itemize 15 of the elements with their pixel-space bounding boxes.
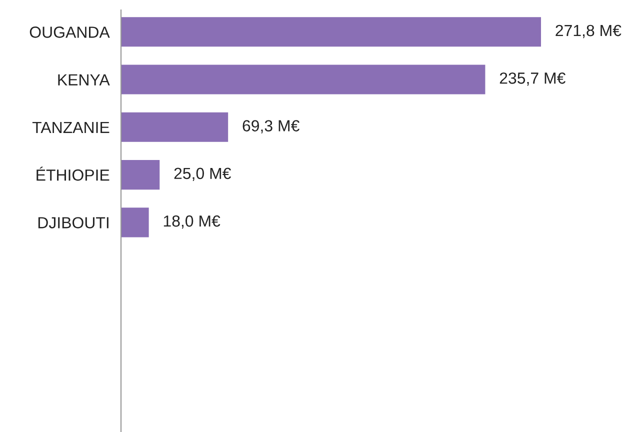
bar [121, 112, 228, 142]
y-tick-label: TANZANIE [32, 122, 110, 133]
bar [121, 17, 541, 47]
y-tick-label: KENYA [58, 74, 110, 86]
data-label: 25,0 M€ [174, 168, 232, 181]
y-tick-label: DJIBOUTI [38, 217, 108, 228]
bar [121, 208, 149, 238]
bar [121, 160, 160, 190]
data-label: 235,7 M€ [500, 72, 566, 86]
data-label: 69,3 M€ [242, 120, 300, 134]
y-tick-label: ÉTHIOPIE [36, 166, 110, 181]
data-label: 18,0 M€ [164, 215, 220, 229]
y-tick-label: OUGANDA [30, 26, 110, 38]
bar [121, 64, 486, 94]
data-label: 271,8 M€ [556, 24, 622, 38]
